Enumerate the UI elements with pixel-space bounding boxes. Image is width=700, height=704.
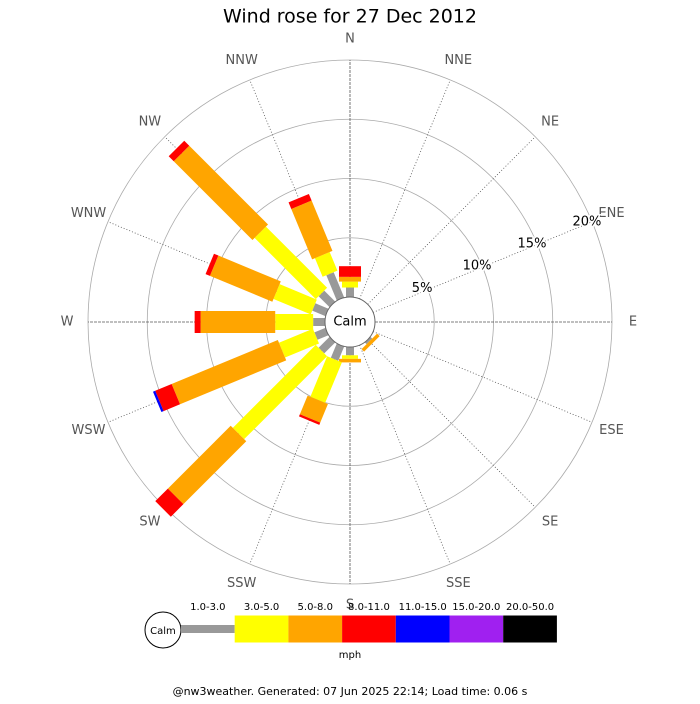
legend-swatch — [503, 615, 557, 643]
direction-label: NE — [541, 114, 559, 129]
wind-bar-segment — [200, 311, 276, 333]
wind-bar-segment — [346, 287, 354, 297]
wind-bar-segment — [313, 318, 325, 326]
wind-bar-segment — [254, 226, 328, 300]
legend-swatch — [181, 625, 235, 633]
legend-swatch — [234, 615, 289, 643]
wind-bar-segment — [155, 383, 181, 412]
legend-calm-label: Calm — [150, 626, 176, 637]
calm-label: Calm — [333, 315, 366, 330]
ring-label: 5% — [412, 281, 433, 296]
chart-title: Wind rose for 27 Dec 2012 — [223, 6, 477, 28]
wind-bar-segment — [330, 343, 345, 361]
wind-bar-segment — [155, 488, 184, 517]
legend-swatch — [288, 615, 343, 643]
wind-bar-segment — [278, 328, 320, 358]
legend-label: 8.0-11.0 — [348, 602, 390, 613]
wind-bar-segment — [364, 336, 373, 345]
wind-bar-segment — [318, 336, 336, 354]
direction-label: NW — [139, 114, 162, 129]
direction-label: NNE — [444, 53, 472, 68]
wind-bar-segment — [275, 314, 314, 330]
wind-bar-segment — [342, 355, 358, 359]
legend-swatch — [342, 615, 396, 643]
wind-bar-segment — [298, 414, 321, 425]
direction-label: SSW — [227, 576, 257, 591]
spoke — [367, 339, 536, 508]
wind-bar-segment — [232, 344, 328, 440]
direction-label: NNW — [226, 53, 258, 68]
wind-bar-segment — [273, 284, 317, 315]
direction-label: SW — [139, 515, 160, 530]
direction-label: WSW — [72, 423, 106, 438]
spoke — [372, 221, 593, 313]
spoke — [372, 331, 593, 423]
wind-bar-segment — [339, 358, 361, 363]
direction-label: ENE — [598, 206, 624, 221]
direction-label: S — [346, 598, 354, 613]
wind-bar-segment — [291, 200, 333, 260]
direction-label: N — [345, 32, 355, 47]
legend: Calm 1.0-3.0 3.0-5.0 5.0-8.0 8.0-11.0 11.0-15… — [144, 602, 557, 661]
direction-label: W — [61, 315, 74, 330]
direction-label: SE — [542, 515, 558, 530]
wind-bar-segment — [310, 356, 342, 403]
direction-label: ESE — [599, 423, 624, 438]
wind-bar-segment — [312, 303, 329, 317]
legend-swatch — [395, 615, 450, 643]
wind-bar-segment — [288, 193, 312, 209]
footer: @nw3weather. Generated: 07 Jun 2025 22:1… — [173, 685, 528, 698]
wind-bar-segment — [209, 255, 281, 302]
wind-bar-segment — [339, 276, 361, 282]
wind-bar-segment — [167, 425, 247, 505]
wind-bar-segment — [194, 311, 201, 333]
wind-bar-segment — [326, 272, 345, 301]
spoke — [359, 344, 451, 565]
wind-bar-segment — [152, 390, 164, 413]
legend-label: 20.0-50.0 — [506, 602, 554, 613]
ring-label: 15% — [518, 237, 547, 252]
ring-label: 10% — [463, 259, 492, 274]
direction-label: WNW — [71, 206, 107, 221]
wind-bar-segment — [361, 333, 380, 352]
wind-bar-segment — [346, 347, 354, 356]
legend-label: 1.0-3.0 — [190, 602, 225, 613]
legend-label: 15.0-20.0 — [452, 602, 500, 613]
legend-label: 3.0-5.0 — [244, 602, 279, 613]
wind-bar-segment — [205, 253, 219, 276]
legend-swatch — [449, 615, 504, 643]
legend-unit: mph — [339, 650, 361, 661]
spoke — [367, 136, 536, 305]
wind-bar-segment — [339, 266, 361, 277]
ring-label: 20% — [572, 214, 601, 229]
plot: N NNE NE ENE E ESE SE SSE S SSW SW WSW W WNW NW NNW 5% 10… — [61, 32, 638, 613]
wind-bar-segment — [171, 339, 287, 405]
wind-bar-segment — [314, 327, 329, 340]
legend-label: 11.0-15.0 — [399, 602, 447, 613]
wind-bar-segment — [168, 140, 190, 162]
wind-bar-segment — [173, 145, 269, 241]
wind-bar-segment — [314, 252, 338, 277]
wind-bar-segment — [299, 395, 328, 423]
wind-bar-segment — [318, 290, 336, 308]
legend-label: 5.0-8.0 — [298, 602, 333, 613]
calm-circle — [324, 296, 376, 348]
direction-label: E — [629, 315, 637, 330]
wind-bar-segment — [342, 281, 358, 288]
spoke — [359, 79, 451, 300]
direction-label: SSE — [446, 576, 471, 591]
